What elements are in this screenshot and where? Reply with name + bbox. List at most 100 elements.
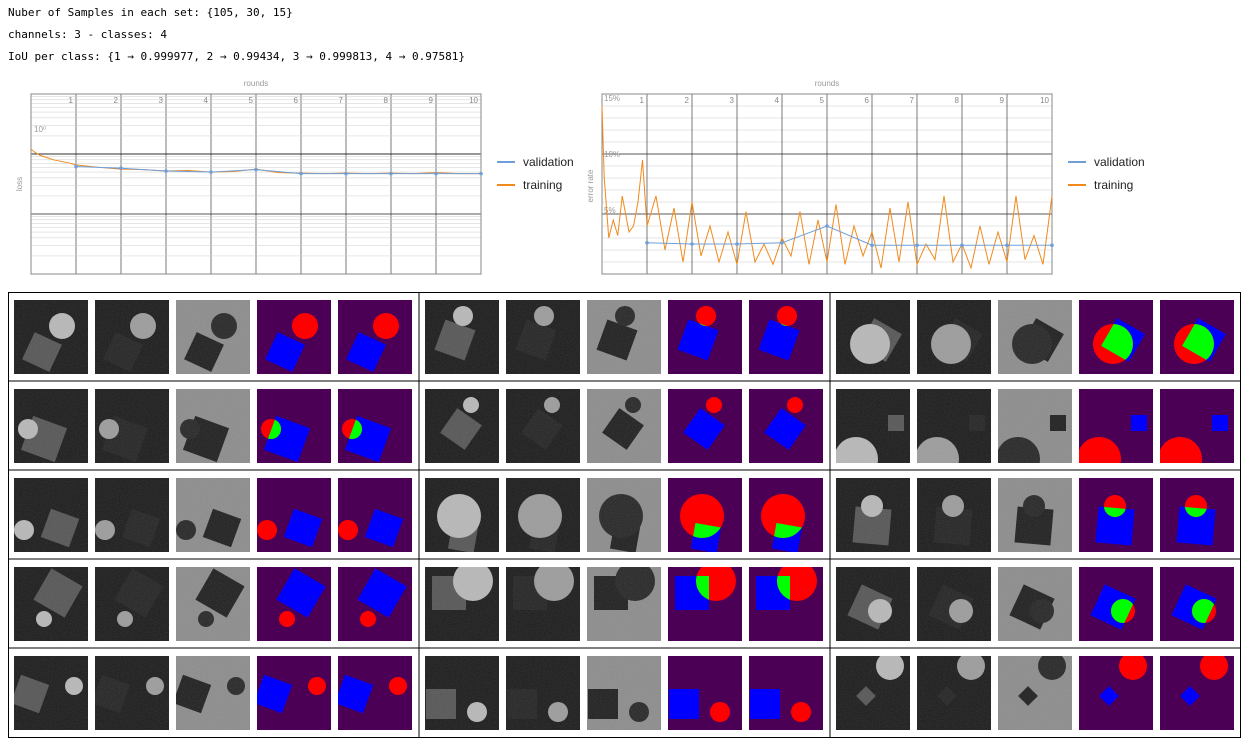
ground_truth_mask-panel [1079, 656, 1153, 730]
overlap-mask [777, 576, 790, 600]
samples-count-text: Nuber of Samples in each set: {105, 30, … [8, 6, 293, 19]
legend-validation-label: validation [523, 155, 574, 169]
channel_2-panel [998, 300, 1072, 374]
x-tick-label: 10 [1040, 96, 1049, 105]
ground_truth_mask-panel [257, 300, 331, 374]
x-tick-label: 2 [114, 96, 119, 105]
validation-point [434, 171, 438, 176]
predicted_mask-panel [338, 567, 412, 641]
channel_1-panel [95, 656, 169, 730]
channel_2-panel [176, 478, 250, 552]
predicted_mask-panel [749, 656, 823, 730]
square-mask [276, 568, 326, 618]
channel_1-panel [95, 567, 169, 641]
circle-mask [706, 397, 722, 413]
channel_1-panel [506, 656, 580, 730]
ground_truth_mask-panel [257, 478, 331, 552]
ground_truth_mask-panel [668, 656, 742, 730]
square-mask [1212, 415, 1228, 431]
x-tick-label: 6 [294, 96, 299, 105]
image-panel [14, 300, 88, 374]
ground_truth_mask-panel [668, 389, 742, 463]
error-xlabel: rounds [815, 79, 839, 88]
training-series-line [601, 105, 1053, 270]
ground_truth_mask-panel [1079, 478, 1153, 552]
square-mask [750, 689, 780, 719]
predicted_mask-panel [749, 567, 823, 641]
channel_2-panel [998, 478, 1072, 552]
circle-mask [777, 306, 797, 326]
validation-point [479, 171, 483, 176]
ground_truth_mask-panel [668, 300, 742, 374]
overlap-mask [1104, 506, 1126, 517]
channel_2-panel [587, 300, 661, 374]
square-mask [1176, 506, 1216, 546]
circle-mask [710, 702, 730, 722]
channel_1-panel [506, 478, 580, 552]
validation-point [164, 169, 168, 173]
channel_1-panel [917, 567, 991, 641]
x-tick-label: 7 [339, 96, 344, 105]
overlap-mask [1185, 506, 1207, 517]
circle-mask [696, 306, 716, 326]
image-panel [14, 389, 88, 463]
square-mask [338, 674, 374, 714]
x-tick-label: 8 [955, 96, 960, 105]
circle-mask [360, 611, 376, 627]
validation-point [960, 243, 964, 247]
circle-mask [279, 611, 295, 627]
image-panel [425, 478, 499, 552]
predicted_mask-panel [338, 656, 412, 730]
x-tick-label: 1 [640, 96, 645, 105]
channel_1-panel [506, 389, 580, 463]
square-mask [357, 568, 407, 618]
square-mask [1180, 686, 1200, 706]
square-mask [669, 689, 699, 719]
ground_truth_mask-panel [1079, 389, 1153, 463]
legend-validation-label: validation [1094, 155, 1145, 169]
square-mask [677, 319, 719, 361]
predicted_mask-panel [1160, 300, 1234, 374]
x-tick-label: 2 [685, 96, 690, 105]
x-tick-label: 4 [775, 96, 780, 105]
iou-per-class-text: IoU per class: {1 → 0.999977, 2 → 0.9943… [8, 50, 465, 63]
channel_2-panel [587, 389, 661, 463]
circle-mask [1079, 437, 1121, 463]
predicted_mask-panel [338, 478, 412, 552]
channel_1-panel [506, 567, 580, 641]
channel_2-panel [998, 567, 1072, 641]
error-rate-chart: rounds error rate 1 2 3 4 5 6 7 8 9 10 15% 10% 5%… [586, 79, 1145, 275]
ground_truth_mask-panel [668, 478, 742, 552]
circle-mask [791, 702, 811, 722]
predicted_mask-panel [338, 300, 412, 374]
x-tick-label: 4 [204, 96, 209, 105]
predicted_mask-panel [749, 478, 823, 552]
image-panel [425, 300, 499, 374]
image-panel [14, 656, 88, 730]
error-y-tick-5: 5% [604, 206, 616, 215]
square-mask [758, 319, 800, 361]
error-y-tick-15: 15% [604, 94, 620, 103]
square-mask [265, 332, 305, 372]
ground_truth_mask-panel [668, 567, 742, 641]
x-tick-label: 5 [249, 96, 254, 105]
image-panel [425, 389, 499, 463]
x-tick-label: 6 [865, 96, 870, 105]
image-panel [425, 656, 499, 730]
x-tick-label: 1 [69, 96, 74, 105]
image-panel [836, 300, 910, 374]
square-mask [346, 332, 386, 372]
x-tick-label: 10 [469, 96, 478, 105]
channel_2-panel [998, 389, 1072, 463]
x-tick-label: 3 [730, 96, 735, 105]
image-panel [425, 567, 499, 641]
image-panel [14, 478, 88, 552]
sample-segmentation-grid [8, 292, 1241, 738]
channel_1-panel [506, 300, 580, 374]
predicted_mask-panel [1160, 478, 1234, 552]
channel_2-panel [587, 478, 661, 552]
circle-mask [292, 313, 318, 339]
circle-mask [257, 520, 277, 540]
channel_2-panel [176, 567, 250, 641]
circle-mask [1119, 656, 1147, 680]
